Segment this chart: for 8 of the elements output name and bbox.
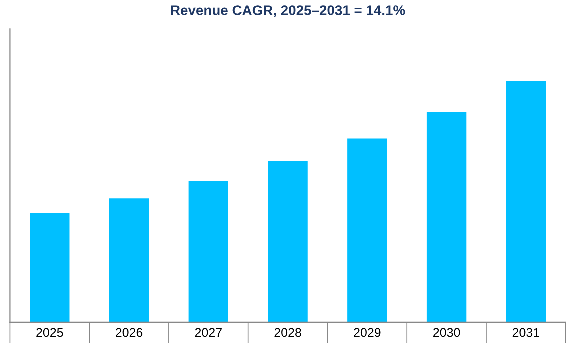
x-tick-label: 2027 — [195, 328, 222, 338]
chart-title: Revenue CAGR, 2025–2031 = 14.1% — [171, 6, 406, 18]
x-tick-label: 2028 — [274, 328, 302, 338]
x-tick-label: 2031 — [512, 328, 540, 338]
x-tick-label: 2030 — [434, 328, 460, 338]
x-tick-label: 2029 — [354, 328, 381, 338]
x-tick-label: 2026 — [116, 328, 143, 338]
x-tick-label: 2025 — [36, 328, 64, 338]
